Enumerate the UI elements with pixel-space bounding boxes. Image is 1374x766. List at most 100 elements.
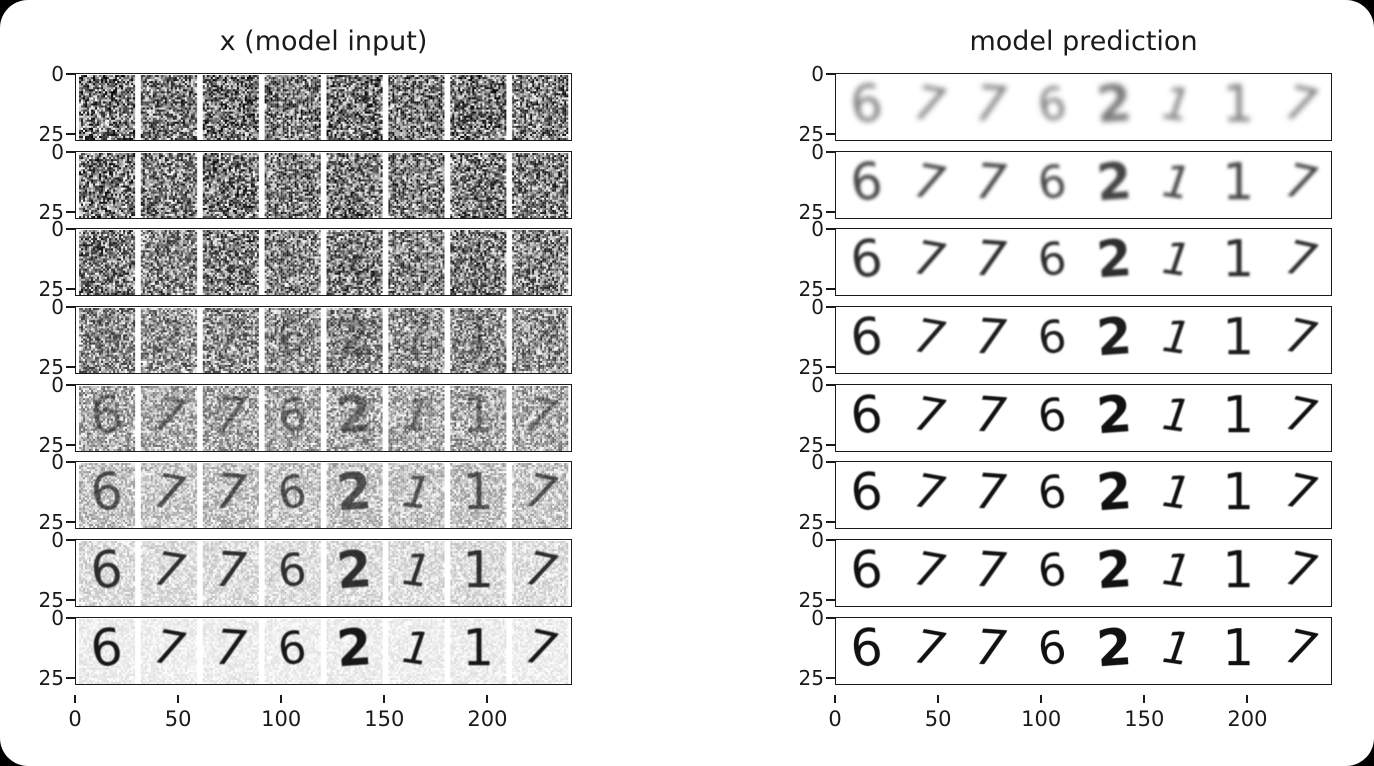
digit-strip-row: 0 25 [799,529,1332,611]
y-tick-mark [825,521,835,524]
digit-strip-row: 0 25 [799,451,1332,533]
x-axis: 0 50 100 150 200 [68,694,572,751]
x-tick-mark [383,694,386,703]
panel-title-model-prediction: model prediction [969,26,1198,57]
y-tick-mark [825,228,835,231]
x-tick-label: 150 [1124,706,1165,731]
digit-strip-canvas [76,151,571,218]
y-tick-label: 0 [811,605,824,630]
y-tick-mark [65,461,75,464]
digit-strip-canvas [76,384,571,451]
y-tick-label: 25 [798,277,824,302]
y-tick-label: 0 [811,62,824,86]
y-tick-mark [825,676,835,679]
y-tick-mark [825,150,835,153]
y-tick-mark [65,228,75,231]
y-tick-mark [65,288,75,291]
digit-strip-canvas [76,540,571,607]
y-tick-mark [825,616,835,619]
x-tick-mark [486,694,489,703]
x-tick-mark [177,694,180,703]
digit-strip-row: 0 25 [799,218,1332,300]
y-tick-mark [65,539,75,542]
y-tick-label: 0 [811,217,824,242]
y-tick-mark [825,133,835,135]
y-tick-label: 25 [38,588,64,613]
y-tick-label: 25 [38,510,64,535]
y-tick-mark [825,288,835,291]
y-tick-mark [825,599,835,602]
y-tick-label: 25 [798,588,824,613]
digit-strip-canvas [836,307,1331,374]
x-tick-label: 150 [364,706,405,731]
y-tick-label: 0 [811,450,824,475]
digit-strip-canvas [76,229,571,296]
panel-model-input: x (model input) 0 25 0 25 0 25 0 25 0 25 0 25 0 25 0 25… [39,24,572,751]
digit-strip-canvas [836,462,1331,529]
y-tick-mark [65,73,75,75]
y-tick-mark [825,73,835,75]
y-tick-label: 0 [51,450,64,475]
y-tick-label: 25 [798,432,824,457]
y-tick-mark [65,676,75,679]
y-tick-mark [65,443,75,446]
y-tick-label: 0 [51,295,64,320]
y-tick-mark [65,306,75,309]
y-tick-mark [65,599,75,602]
digit-strip-canvas [836,540,1331,607]
y-tick-label: 0 [811,372,824,397]
y-tick-label: 0 [51,372,64,397]
x-tick-label: 0 [68,706,82,731]
digit-strip-row: 0 25 [39,218,572,300]
digit-strip-row: 0 25 [39,141,572,223]
y-tick-mark [825,366,835,369]
digit-strip-row: 0 25 [39,63,572,145]
digit-strip-canvas [76,462,571,529]
digit-strip-canvas [76,617,571,684]
x-tick-label: 100 [1021,706,1062,731]
x-tick-mark [1040,694,1043,703]
y-tick-label: 25 [38,665,64,690]
y-tick-label: 0 [51,62,64,86]
y-tick-label: 0 [51,528,64,553]
y-tick-label: 25 [38,199,64,224]
x-tick-label: 50 [164,706,192,731]
y-tick-label: 25 [798,199,824,224]
y-tick-label: 25 [798,355,824,380]
x-tick-label: 0 [828,706,842,731]
axes-model-prediction: 0 25 0 25 0 25 0 25 0 25 0 25 0 25 0 25 0 50 100 150 200 [799,63,1332,751]
x-tick-mark [937,694,940,703]
x-tick-label: 100 [261,706,302,731]
y-tick-label: 25 [798,510,824,535]
y-tick-label: 25 [798,665,824,690]
digit-strip-row: 0 25 [39,451,572,533]
y-tick-label: 0 [811,295,824,320]
y-tick-label: 25 [38,432,64,457]
x-tick-mark [834,694,836,703]
digit-strip-canvas [76,307,571,374]
digit-strip-canvas [836,74,1331,140]
digit-strip-canvas [836,384,1331,451]
y-tick-mark [65,133,75,135]
digit-strip-row: 0 25 [39,607,572,689]
digit-strip-canvas [836,229,1331,296]
digit-strip-row: 0 25 [799,374,1332,456]
x-tick-mark [1143,694,1146,703]
digit-strip-row: 0 25 [799,141,1332,223]
panel-title-model-input: x (model input) [219,26,428,57]
x-tick-mark [1246,694,1249,703]
y-tick-mark [825,210,835,213]
y-tick-label: 0 [51,217,64,242]
y-tick-mark [65,521,75,524]
x-tick-label: 50 [924,706,952,731]
y-tick-mark [65,210,75,213]
y-tick-mark [825,443,835,446]
y-tick-label: 0 [51,605,64,630]
y-tick-mark [65,150,75,153]
digit-strip-row: 0 25 [799,607,1332,689]
y-tick-label: 25 [38,122,64,146]
digit-strip-row: 0 25 [799,63,1332,145]
y-tick-mark [65,383,75,386]
y-tick-label: 0 [811,528,824,553]
